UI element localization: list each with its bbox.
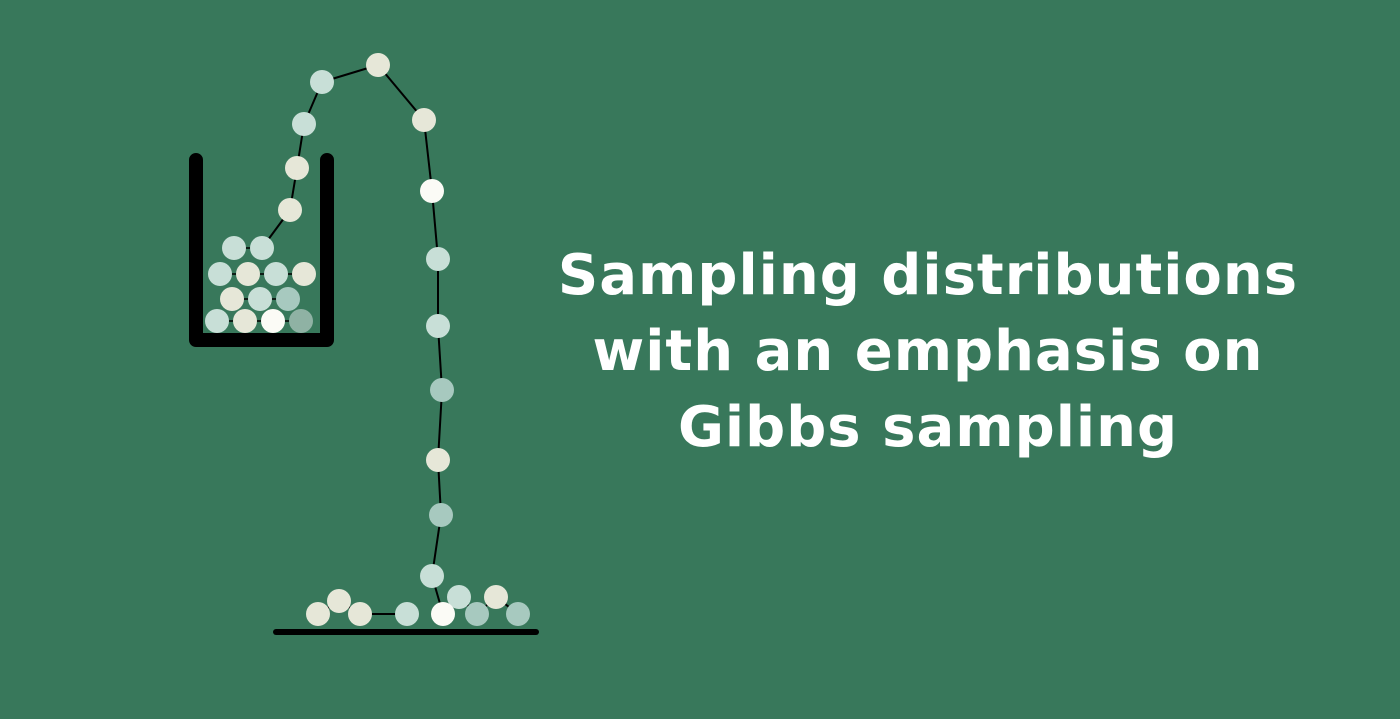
ball xyxy=(426,314,450,338)
title-line-1: Sampling distributions xyxy=(557,243,1299,308)
ball xyxy=(420,564,444,588)
ball xyxy=(205,309,229,333)
ball xyxy=(292,112,316,136)
ball xyxy=(484,585,508,609)
ball xyxy=(412,108,436,132)
ball xyxy=(429,503,453,527)
ball xyxy=(506,602,530,626)
ball xyxy=(289,309,313,333)
ball xyxy=(348,602,372,626)
ball xyxy=(430,378,454,402)
ball xyxy=(220,287,244,311)
ball xyxy=(292,262,316,286)
ball xyxy=(276,287,300,311)
ball xyxy=(426,247,450,271)
ball xyxy=(426,448,450,472)
title-line-2: with an emphasis on xyxy=(592,319,1264,384)
ball xyxy=(278,198,302,222)
ball xyxy=(285,156,309,180)
ball xyxy=(366,53,390,77)
ball xyxy=(431,602,455,626)
balls xyxy=(205,53,530,626)
ball xyxy=(236,262,260,286)
ball xyxy=(465,602,489,626)
title: Sampling distributions with an emphasis … xyxy=(520,238,1336,466)
cup-icon xyxy=(189,153,334,347)
ball xyxy=(310,70,334,94)
ball xyxy=(250,236,274,260)
ball xyxy=(248,287,272,311)
ball xyxy=(261,309,285,333)
title-line-3: Gibbs sampling xyxy=(677,395,1179,460)
ball xyxy=(222,236,246,260)
ball xyxy=(306,602,330,626)
ball xyxy=(233,309,257,333)
ball xyxy=(327,589,351,613)
ball xyxy=(420,179,444,203)
cup-outline xyxy=(189,153,334,347)
ball xyxy=(447,585,471,609)
ball xyxy=(395,602,419,626)
ball xyxy=(208,262,232,286)
ball xyxy=(264,262,288,286)
